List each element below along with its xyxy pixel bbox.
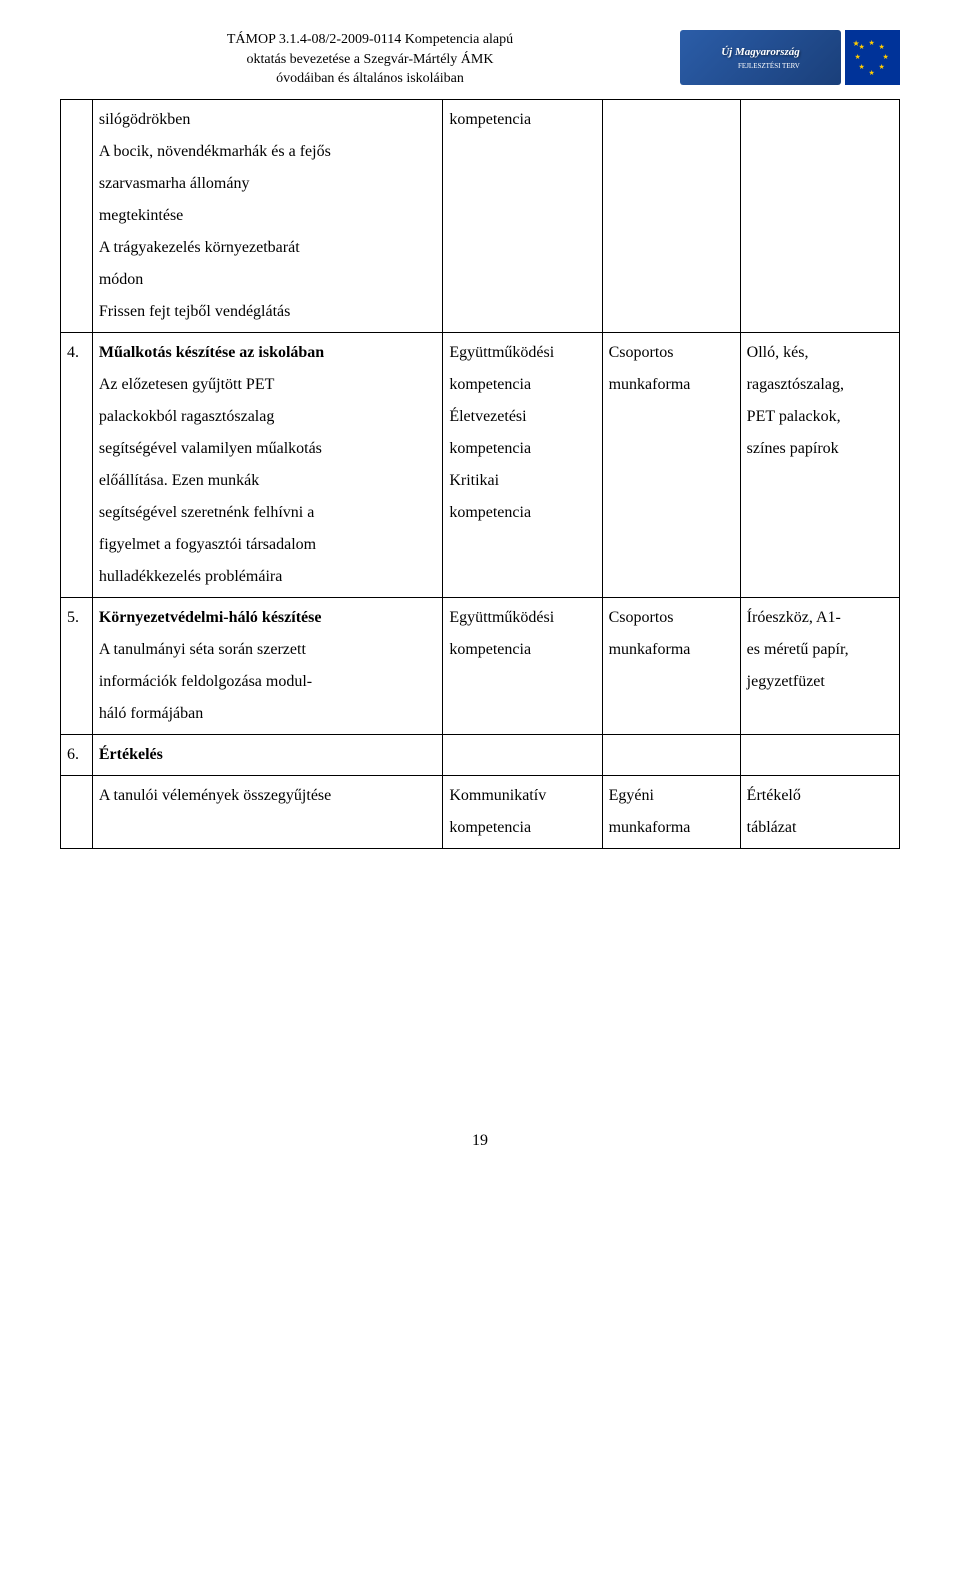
row-number-cell (61, 775, 93, 848)
table-row: A tanulói vélemények összegyűjtéseKommun… (61, 775, 900, 848)
eu-flag-icon: ★ ★ ★ ★ ★ ★ ★ ★ (845, 30, 900, 85)
header-line-2: oktatás bevezetése a Szegvár-Mártély ÁMK (60, 50, 680, 70)
competence-line: Kommunikatív (449, 780, 595, 812)
tools-line: PET palackok, (747, 401, 893, 433)
competence-cell: kompetencia (443, 99, 602, 332)
description-line: információk feldolgozása modul- (99, 666, 436, 698)
competence-line: kompetencia (449, 634, 595, 666)
workform-cell (602, 99, 740, 332)
competence-line: kompetencia (449, 104, 595, 136)
description-cell: Műalkotás készítése az iskolábanAz előze… (92, 332, 442, 597)
header-line-3: óvodáiban és általános iskoláiban (60, 69, 680, 89)
workform-line: munkaforma (609, 812, 734, 844)
page-number: 19 (60, 1129, 900, 1153)
tools-cell (740, 99, 899, 332)
logo-main-text: Új Magyarország (721, 44, 800, 61)
description-title: Műalkotás készítése az iskolában (99, 337, 436, 369)
description-line: Frissen fejt tejből vendéglátás (99, 296, 436, 328)
competence-line: kompetencia (449, 369, 595, 401)
header-title-block: TÁMOP 3.1.4-08/2-2009-0114 Kompetencia a… (60, 30, 680, 89)
workform-line: Egyéni (609, 780, 734, 812)
workform-cell: Csoportosmunkaforma (602, 597, 740, 734)
tools-cell (740, 734, 899, 775)
workform-cell (602, 734, 740, 775)
row-number-cell (61, 99, 93, 332)
tools-cell: Íróeszköz, A1-es méretű papír,jegyzetfüz… (740, 597, 899, 734)
logo-sub-text: FEJLESZTÉSI TERV (721, 61, 800, 72)
description-line: silógödrökben (99, 104, 436, 136)
competence-line: Együttműködési (449, 337, 595, 369)
competence-cell: EgyüttműködésikompetenciaÉletvezetésikom… (443, 332, 602, 597)
description-line: háló formájában (99, 698, 436, 730)
content-table: silógödrökbenA bocik, növendékmarhák és … (60, 99, 900, 849)
tools-cell: Olló, kés,ragasztószalag,PET palackok,sz… (740, 332, 899, 597)
description-line: megtekintése (99, 200, 436, 232)
tools-line: táblázat (747, 812, 893, 844)
competence-line: kompetencia (449, 812, 595, 844)
workform-cell: Csoportosmunkaforma (602, 332, 740, 597)
tools-line: Olló, kés, (747, 337, 893, 369)
description-line: segítségével valamilyen műalkotás (99, 433, 436, 465)
competence-line: Életvezetési (449, 401, 595, 433)
description-line: Az előzetesen gyűjtött PET (99, 369, 436, 401)
description-line: A trágyakezelés környezetbarát (99, 232, 436, 264)
description-cell: Értékelés (92, 734, 442, 775)
tools-line: es méretű papír, (747, 634, 893, 666)
table-row: 4.Műalkotás készítése az iskolábanAz elő… (61, 332, 900, 597)
description-line: palackokból ragasztószalag (99, 401, 436, 433)
page-header: TÁMOP 3.1.4-08/2-2009-0114 Kompetencia a… (60, 30, 900, 89)
description-cell: Környezetvédelmi-háló készítéseA tanulmá… (92, 597, 442, 734)
description-line: szarvasmarha állomány (99, 168, 436, 200)
header-line-1: TÁMOP 3.1.4-08/2-2009-0114 Kompetencia a… (60, 30, 680, 50)
workform-cell: Egyénimunkaforma (602, 775, 740, 848)
description-line: segítségével szeretnénk felhívni a (99, 497, 436, 529)
competence-cell: Együttműködésikompetencia (443, 597, 602, 734)
workform-line: Csoportos (609, 602, 734, 634)
tools-line: ragasztószalag, (747, 369, 893, 401)
competence-cell (443, 734, 602, 775)
tools-line: Értékelő (747, 780, 893, 812)
description-line: A tanulói vélemények összegyűjtése (99, 780, 436, 812)
table-row: 5.Környezetvédelmi-háló készítéseA tanul… (61, 597, 900, 734)
competence-line: Kritikai (449, 465, 595, 497)
workform-line: munkaforma (609, 634, 734, 666)
description-line: A tanulmányi séta során szerzett (99, 634, 436, 666)
table-row: 6.Értékelés (61, 734, 900, 775)
competence-line: kompetencia (449, 433, 595, 465)
description-line: figyelmet a fogyasztói társadalom (99, 529, 436, 561)
competence-cell: Kommunikatívkompetencia (443, 775, 602, 848)
description-line: előállítása. Ezen munkák (99, 465, 436, 497)
tools-line: színes papírok (747, 433, 893, 465)
description-cell: A tanulói vélemények összegyűjtése (92, 775, 442, 848)
logo-uj-magyarorszag: Új Magyarország FEJLESZTÉSI TERV (680, 30, 841, 85)
table-row: silógödrökbenA bocik, növendékmarhák és … (61, 99, 900, 332)
workform-line: munkaforma (609, 369, 734, 401)
row-number-cell: 5. (61, 597, 93, 734)
row-number-cell: 6. (61, 734, 93, 775)
tools-line: jegyzetfüzet (747, 666, 893, 698)
workform-line: Csoportos (609, 337, 734, 369)
description-cell: silógödrökbenA bocik, növendékmarhák és … (92, 99, 442, 332)
competence-line: kompetencia (449, 497, 595, 529)
row-number-cell: 4. (61, 332, 93, 597)
description-line: A bocik, növendékmarhák és a fejős (99, 136, 436, 168)
tools-cell: Értékelőtáblázat (740, 775, 899, 848)
competence-line: Együttműködési (449, 602, 595, 634)
description-title: Környezetvédelmi-háló készítése (99, 602, 436, 634)
tools-line: Íróeszköz, A1- (747, 602, 893, 634)
description-line: módon (99, 264, 436, 296)
description-title: Értékelés (99, 739, 436, 771)
header-logo: Új Magyarország FEJLESZTÉSI TERV ★ ★ ★ ★… (680, 30, 900, 85)
description-line: hulladékkezelés problémáira (99, 561, 436, 593)
